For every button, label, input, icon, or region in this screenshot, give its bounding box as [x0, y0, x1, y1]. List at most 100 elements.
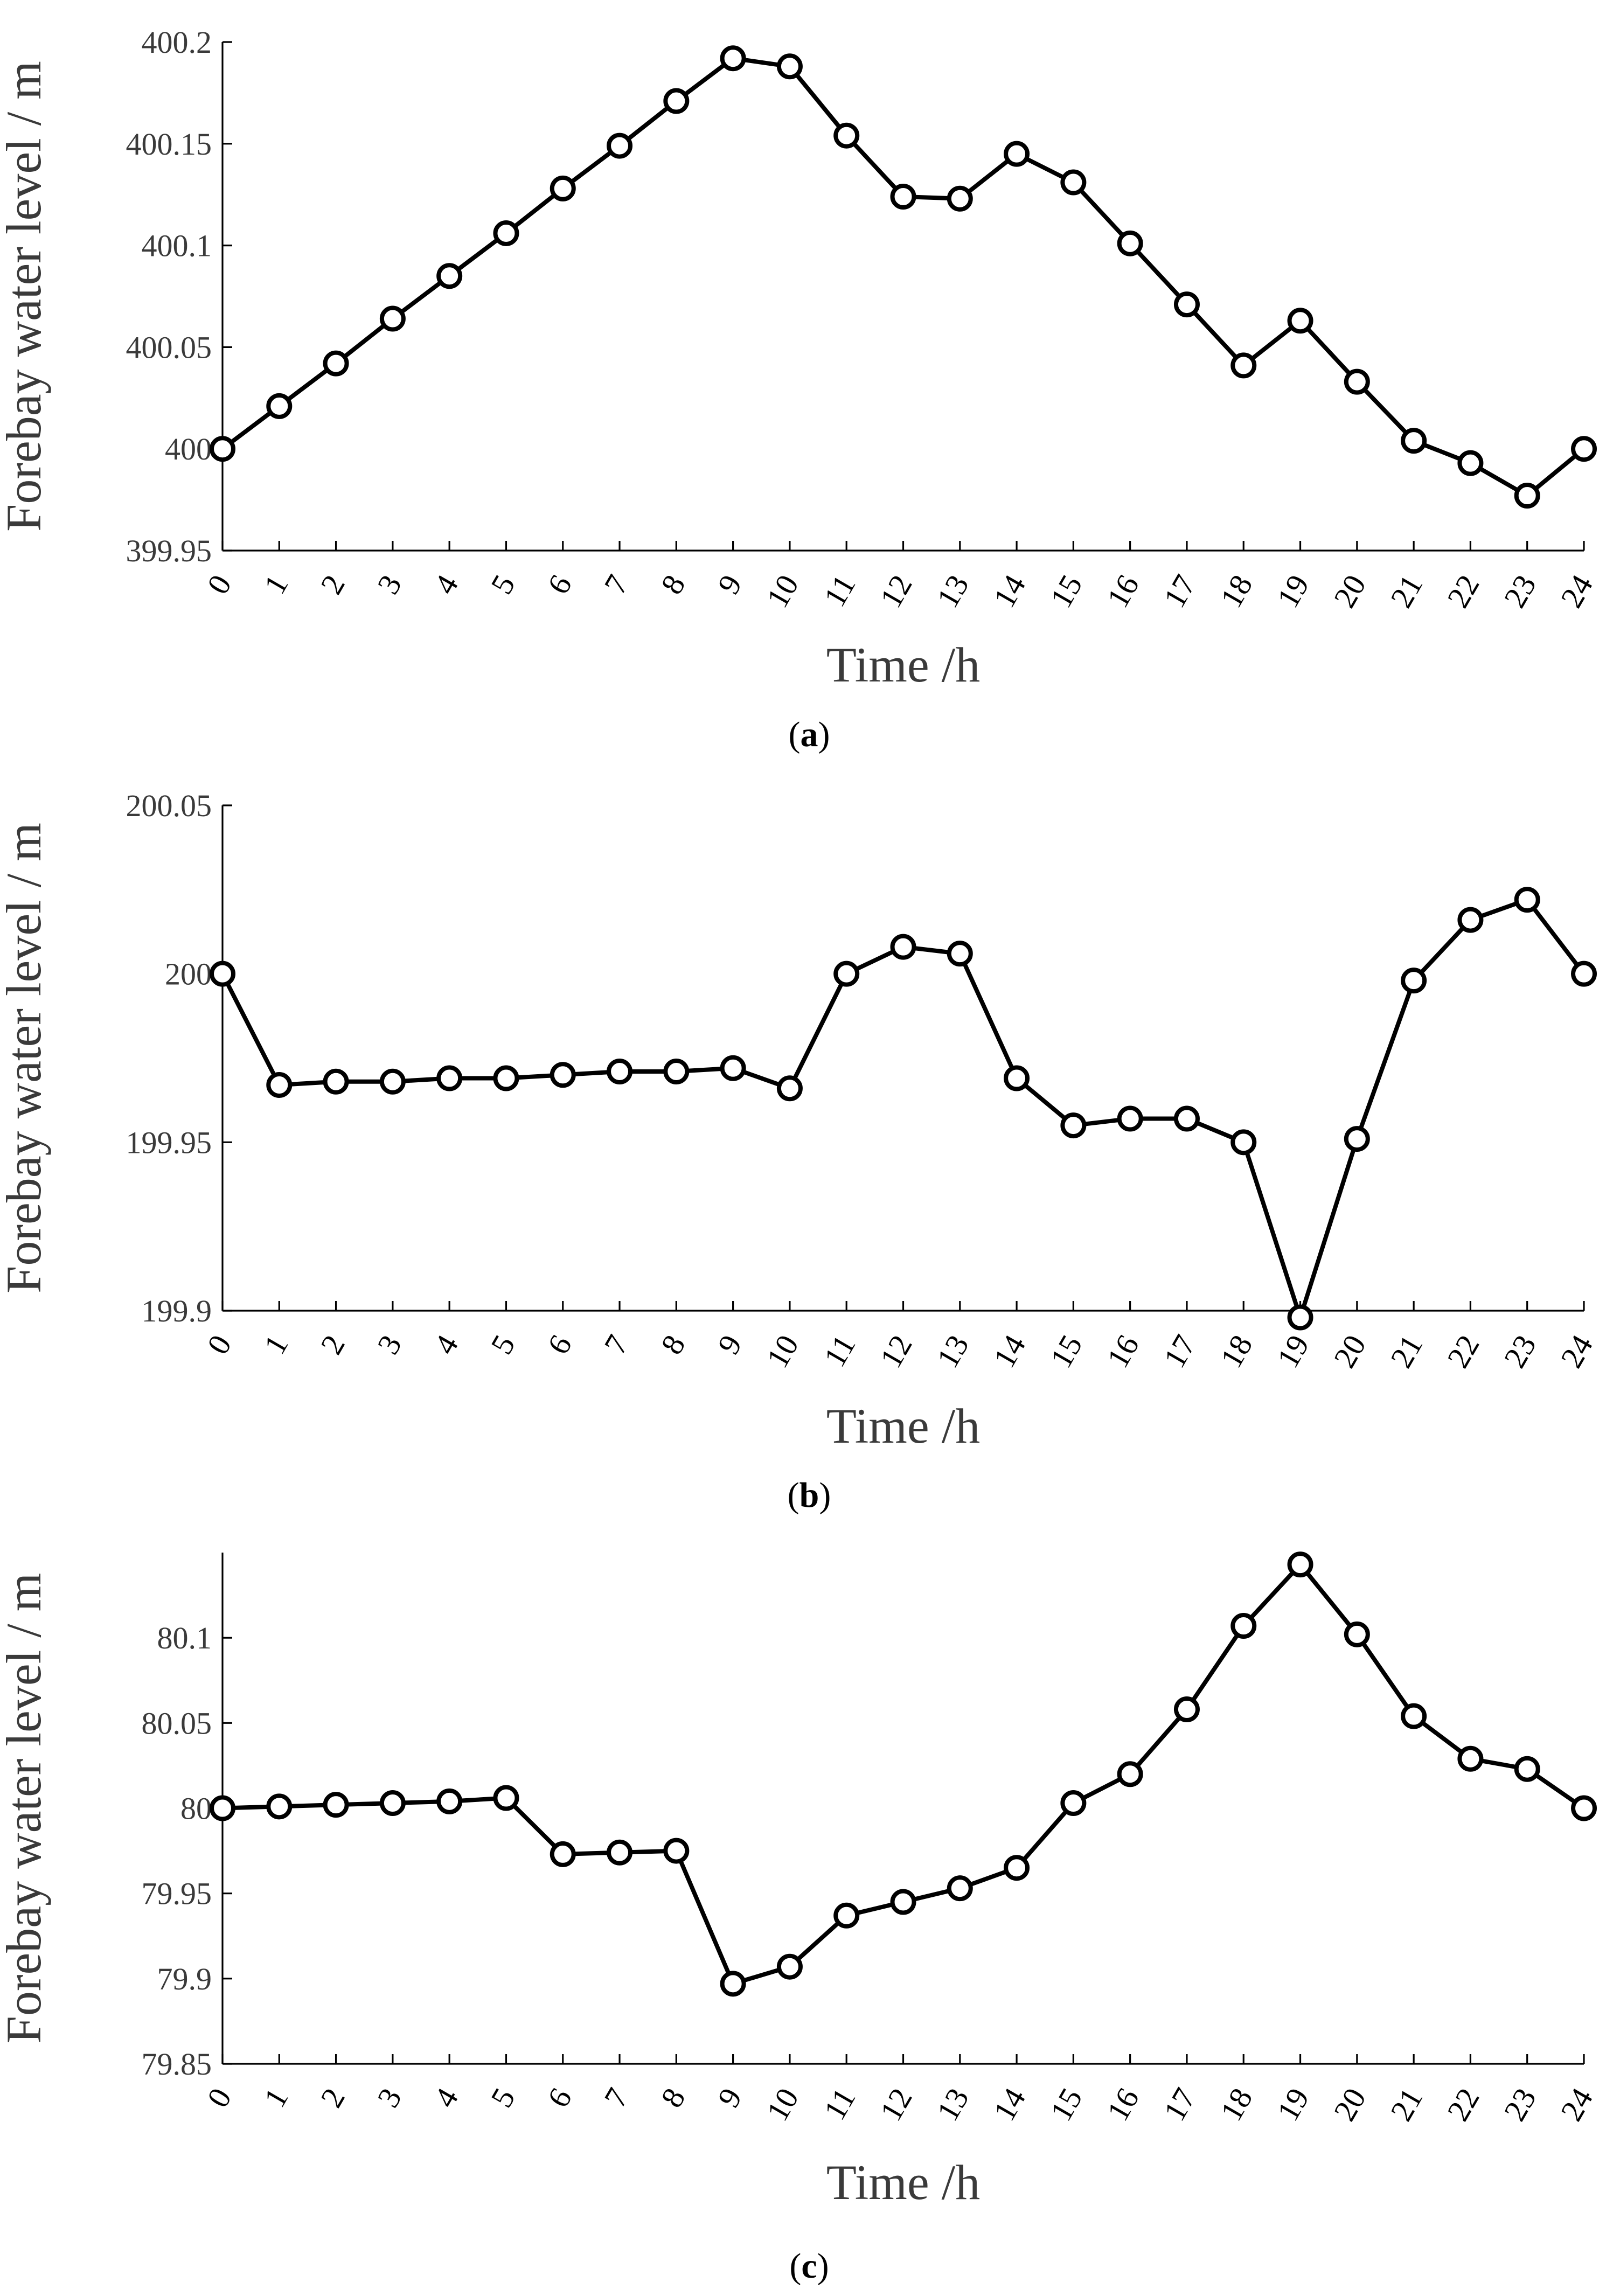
panel-caption: (b) — [788, 1476, 831, 1515]
x-tick-label: 22 — [1440, 1329, 1486, 1374]
data-point — [1457, 450, 1484, 476]
x-tick-label: 3 — [370, 1329, 408, 1360]
x-tick-label: 14 — [986, 2082, 1032, 2127]
x-tick-label: 3 — [370, 2082, 408, 2113]
data-point — [1173, 291, 1200, 318]
data-point — [890, 1889, 916, 1915]
x-tick-label: 9 — [711, 1329, 749, 1360]
data-point — [833, 122, 860, 149]
x-tick-label: 22 — [1440, 569, 1486, 614]
series-line — [220, 897, 1586, 1320]
data-point — [1173, 1696, 1200, 1723]
data-point — [1344, 1126, 1370, 1152]
x-axis-label: Time /h — [826, 1399, 980, 1453]
x-tick-label: 1 — [257, 569, 295, 600]
data-point — [1344, 1621, 1370, 1647]
caption-letter: a — [801, 715, 818, 754]
x-tick-label: 21 — [1383, 569, 1429, 614]
data-point — [323, 1792, 349, 1818]
x-tick-label: 14 — [986, 569, 1032, 614]
x-tick-label: 19 — [1270, 569, 1316, 614]
data-point — [663, 1059, 690, 1085]
y-tick-label: 80.1 — [157, 1620, 212, 1655]
data-point — [1060, 169, 1087, 196]
data-point — [776, 1953, 803, 1980]
y-axis-label: Forebay water level / m — [0, 1573, 51, 2044]
x-tick-label: 7 — [597, 569, 636, 600]
x-tick-label: 11 — [817, 569, 862, 613]
x-tick-label: 20 — [1327, 569, 1373, 614]
data-point — [833, 961, 860, 987]
x-tick-label: 13 — [930, 1329, 976, 1374]
data-point — [550, 1841, 576, 1867]
x-tick-label: 18 — [1213, 569, 1259, 614]
data-point — [210, 961, 235, 987]
x-tick-label: 11 — [817, 2082, 862, 2126]
data-point — [1514, 887, 1540, 913]
data-point — [1287, 1551, 1313, 1578]
data-point — [379, 1790, 406, 1817]
x-tick-label: 19 — [1270, 1329, 1316, 1374]
x-tick-label: 6 — [540, 569, 579, 600]
x-tick-label: 16 — [1100, 569, 1146, 614]
y-tick-label: 79.95 — [142, 1876, 212, 1911]
x-tick-label: 2 — [314, 2082, 352, 2113]
x-tick-label: 0 — [200, 2082, 238, 2113]
data-point — [890, 183, 916, 210]
y-tick-label: 199.95 — [126, 1125, 212, 1160]
y-tick-label: 200.05 — [126, 788, 212, 823]
x-tick-label: 12 — [873, 569, 919, 614]
x-axis-label: Time /h — [826, 2155, 980, 2210]
x-tick-label: 4 — [427, 1329, 465, 1360]
caption-letter: b — [799, 1476, 819, 1515]
x-tick-label: 5 — [484, 2082, 522, 2113]
x-tick-label: 15 — [1043, 2082, 1089, 2127]
x-tick-label: 10 — [760, 2082, 805, 2127]
data-point — [1287, 1304, 1313, 1331]
y-tick-label: 79.9 — [157, 1961, 212, 1996]
data-point — [1004, 141, 1030, 167]
data-point — [607, 1839, 633, 1866]
data-point — [663, 88, 690, 114]
data-point — [663, 1838, 690, 1864]
data-point — [1287, 308, 1313, 334]
x-tick-label: 5 — [484, 1329, 522, 1360]
data-point — [1401, 1703, 1427, 1729]
data-point — [1004, 1855, 1030, 1881]
x-tick-label: 1 — [257, 1329, 295, 1360]
x-tick-label: 15 — [1043, 569, 1089, 614]
data-point — [266, 393, 293, 419]
y-tick-label: 400.05 — [126, 330, 212, 365]
x-tick-label: 2 — [314, 569, 352, 600]
data-point — [1230, 1613, 1257, 1639]
x-tick-label: 3 — [370, 569, 408, 600]
data-point — [776, 53, 803, 80]
series-line — [221, 56, 1586, 498]
data-point — [1117, 1761, 1143, 1787]
data-point — [436, 263, 463, 289]
data-point — [436, 1788, 463, 1814]
data-point — [1401, 428, 1427, 454]
x-tick-label: 4 — [427, 569, 465, 600]
x-tick-label: 15 — [1043, 1329, 1089, 1374]
x-tick-label: 20 — [1327, 1329, 1373, 1374]
x-tick-label: 16 — [1100, 1329, 1146, 1374]
data-point — [1457, 907, 1484, 933]
data-point — [266, 1793, 293, 1820]
x-tick-label: 21 — [1383, 1329, 1429, 1374]
x-tick-label: 23 — [1497, 569, 1543, 614]
x-tick-label: 2 — [314, 1329, 352, 1360]
data-point — [1401, 968, 1427, 994]
data-point — [1514, 1756, 1540, 1782]
data-point — [947, 941, 973, 967]
x-tick-label: 24 — [1554, 1329, 1600, 1374]
data-point — [1344, 368, 1370, 395]
x-tick-label: 20 — [1327, 2082, 1373, 2127]
data-point — [1117, 230, 1143, 256]
data-point — [947, 1875, 973, 1902]
x-tick-label: 12 — [873, 1329, 919, 1374]
data-point — [947, 185, 973, 212]
